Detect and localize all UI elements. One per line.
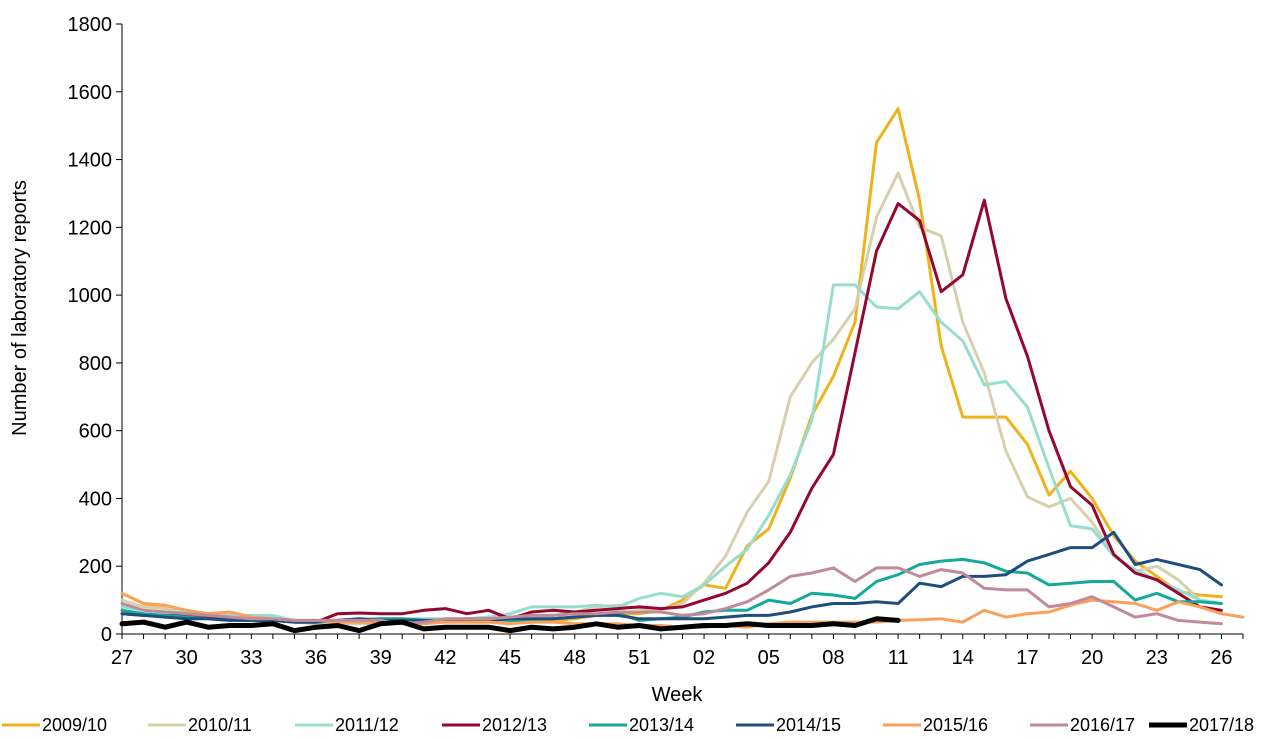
x-tick-label: 17 — [1016, 647, 1038, 669]
legend-label: 2014/15 — [776, 715, 841, 735]
x-tick-label: 08 — [822, 647, 844, 669]
y-tick-label: 400 — [79, 488, 112, 510]
x-tick-label: 33 — [240, 647, 262, 669]
y-tick-label: 800 — [79, 353, 112, 375]
legend-label: 2015/16 — [923, 715, 988, 735]
y-tick-label: 1800 — [68, 14, 113, 36]
y-tick-label: 200 — [79, 556, 112, 578]
legend-label: 2010/11 — [188, 715, 252, 735]
x-tick-label: 20 — [1081, 647, 1103, 669]
legend-label: 2013/14 — [629, 715, 694, 735]
series-line-2009-10 — [120, 107, 1223, 624]
x-tick-label: 02 — [693, 647, 715, 669]
y-tick-label: 1600 — [68, 82, 113, 104]
series-line-2014-15 — [120, 530, 1223, 624]
series-line-2017-18 — [119, 616, 901, 634]
legend-label: 2017/18 — [1189, 715, 1254, 735]
x-tick-label: 27 — [111, 647, 133, 669]
legend: 2009/10 2010/11 2011/12 2012/13 2013/14 2014/… — [2, 715, 1254, 735]
x-tick-label: 42 — [434, 647, 456, 669]
x-tick-label: 39 — [370, 647, 392, 669]
x-tick-label: 45 — [499, 647, 521, 669]
legend-label: 2009/10 — [42, 715, 107, 735]
x-tick-label: 48 — [564, 647, 586, 669]
y-axis-title: Number of laboratory reports — [9, 180, 31, 436]
y-axis: 0 200 400 600 800 1000 1200 1400 1600 1800 — [68, 14, 123, 646]
x-tick-label: 36 — [305, 647, 327, 669]
series-line-2012-13 — [120, 198, 1223, 624]
x-axis-title: Week — [652, 684, 704, 706]
x-axis: 27 30 33 36 39 42 45 48 51 02 05 08 11 14 17 20 23 26 — [111, 633, 1244, 669]
y-tick-label: 1000 — [68, 285, 113, 307]
legend-label: 2011/12 — [335, 715, 399, 735]
y-tick-label: 1400 — [68, 150, 113, 172]
x-tick-label: 26 — [1210, 647, 1232, 669]
x-tick-label: 51 — [628, 647, 650, 669]
series-line-2010-11 — [120, 171, 1223, 626]
x-tick-label: 14 — [952, 647, 974, 669]
x-tick-label: 30 — [176, 647, 198, 669]
x-tick-label: 23 — [1146, 647, 1168, 669]
y-tick-label: 0 — [101, 624, 112, 646]
y-tick-label: 1200 — [68, 217, 113, 239]
series-layer — [119, 107, 1245, 634]
legend-label: 2016/17 — [1070, 715, 1135, 735]
x-tick-label: 11 — [888, 647, 909, 669]
y-tick-label: 600 — [79, 421, 112, 443]
series-line-2016-17 — [120, 566, 1223, 626]
legend-label: 2012/13 — [482, 715, 547, 735]
x-tick-label: 05 — [758, 647, 780, 669]
